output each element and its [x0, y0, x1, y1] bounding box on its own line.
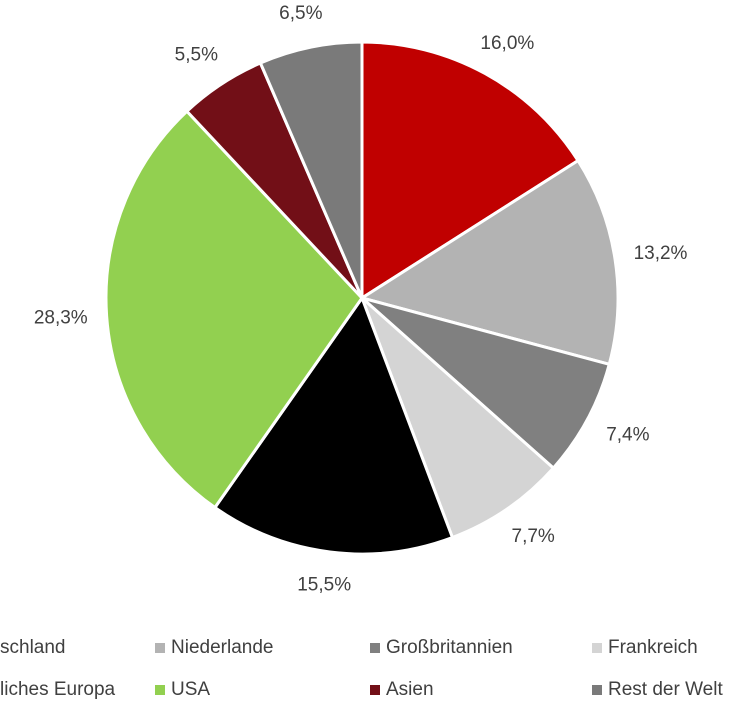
legend-label: Frankreich	[608, 637, 698, 658]
legend-marker	[370, 685, 380, 695]
data-label: 7,4%	[606, 425, 649, 446]
data-label: 28,3%	[34, 307, 88, 328]
data-label: 13,2%	[634, 243, 688, 264]
data-label: 6,5%	[279, 3, 322, 24]
pie-slice	[212, 294, 455, 556]
legend-marker	[155, 685, 165, 695]
legend-marker	[370, 643, 380, 653]
pie-slice	[358, 158, 620, 367]
legend-label: schland	[0, 637, 66, 658]
pie-slice	[360, 296, 556, 540]
pie-slice	[258, 40, 364, 299]
data-label: 7,7%	[512, 526, 555, 547]
legend-label: liches Europa	[0, 679, 116, 700]
legend-marker	[155, 643, 165, 653]
data-label: 16,0%	[480, 33, 534, 54]
pie-slice	[360, 40, 581, 301]
legend-label: Großbritannien	[386, 637, 513, 658]
legend-label: Niederlande	[171, 637, 273, 658]
legend-marker	[592, 643, 602, 653]
data-label: 5,5%	[175, 45, 218, 66]
pie-slice	[104, 109, 364, 510]
data-label: 15,5%	[297, 575, 351, 596]
legend-label: Rest der Welt	[608, 679, 723, 700]
legend-label: USA	[171, 679, 210, 700]
legend-marker	[592, 685, 602, 695]
pie-slice	[361, 296, 612, 471]
legend-label: Asien	[386, 679, 434, 700]
